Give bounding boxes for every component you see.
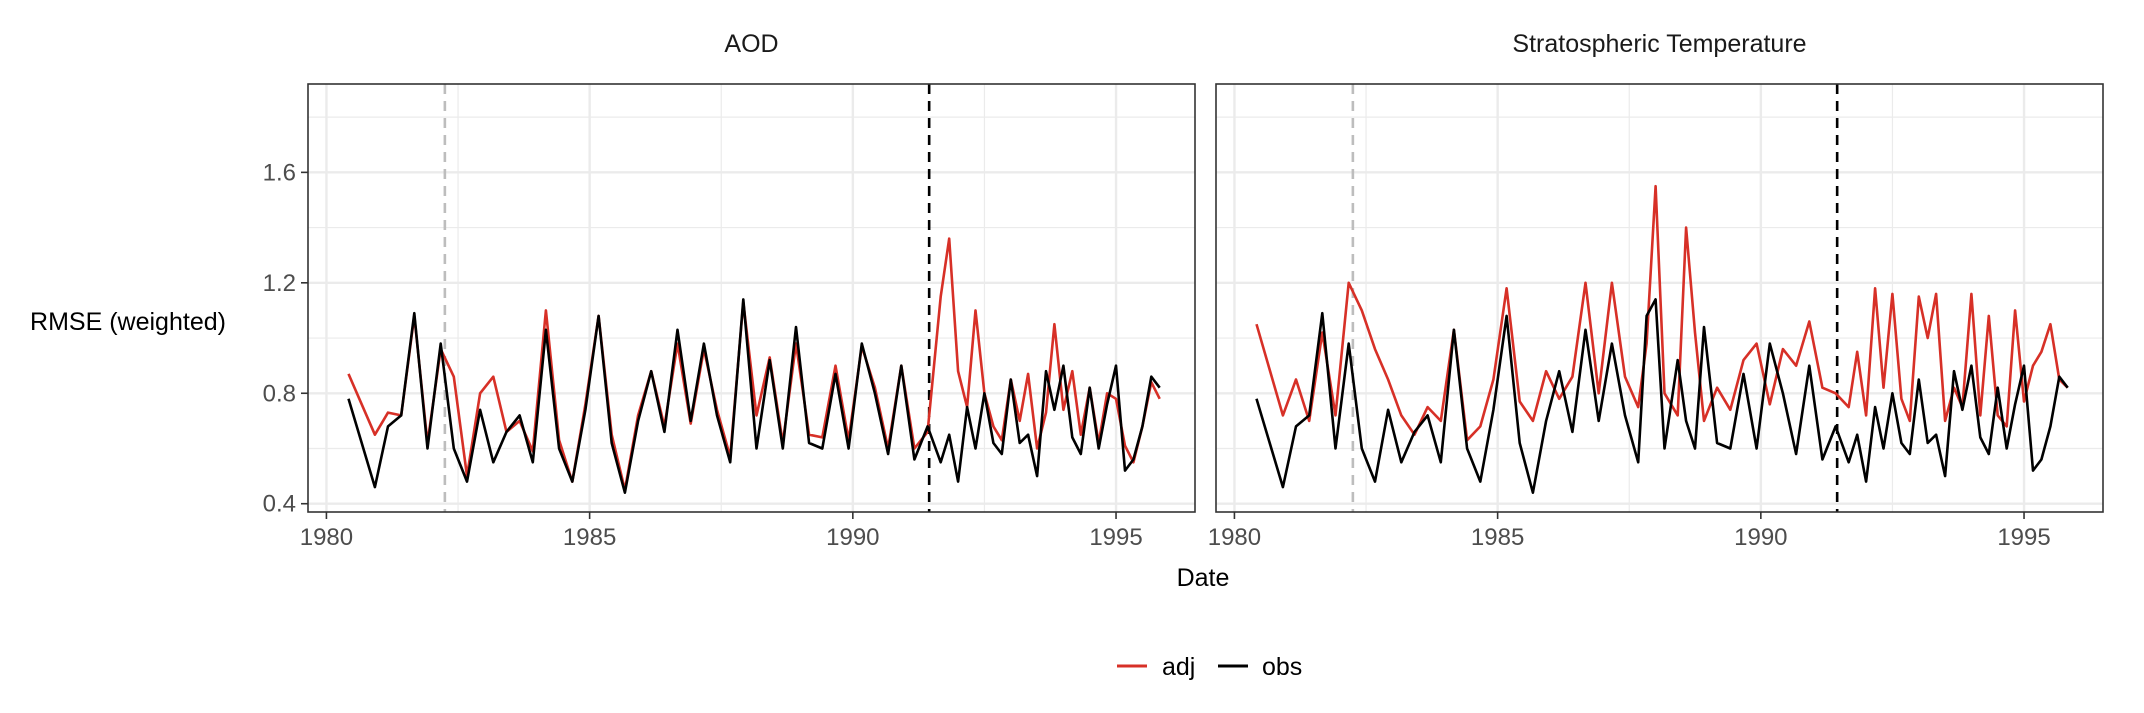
- x-tick-label: 1980: [1208, 524, 1261, 551]
- x-tick-label: 1990: [1734, 524, 1787, 551]
- panel-aod: AOD 1980 1985 1990 1995 0.4 0.8 1.2 1.6: [263, 30, 1196, 551]
- legend-label-obs: obs: [1262, 653, 1302, 681]
- facet-title: AOD: [724, 30, 778, 58]
- x-tick-label: 1995: [1089, 524, 1142, 551]
- legend: adj obs: [1117, 653, 1302, 681]
- series-line-obs: [1255, 298, 2069, 495]
- y-tick-label: 1.2: [263, 270, 296, 297]
- series-line-adj: [347, 237, 1161, 492]
- legend-label-adj: adj: [1162, 653, 1195, 681]
- y-tick-label: 0.8: [263, 380, 296, 407]
- panel-stratospheric-temperature: Stratospheric Temperature 1980 1985 1990 199…: [1208, 30, 2104, 551]
- x-tick-label: 1985: [563, 524, 616, 551]
- x-tick-label: 1995: [1997, 524, 2050, 551]
- x-tick-label: 1985: [1471, 524, 1524, 551]
- x-tick-label: 1990: [826, 524, 879, 551]
- facet-title: Stratospheric Temperature: [1512, 30, 1806, 58]
- x-axis-title: Date: [1177, 564, 1230, 592]
- panel-border: [1215, 83, 2104, 513]
- y-tick-label: 0.4: [263, 491, 296, 518]
- series-line-adj: [1255, 184, 2069, 442]
- panel-border: [307, 83, 1196, 513]
- x-tick-label: 1980: [300, 524, 353, 551]
- y-tick-label: 1.6: [263, 159, 296, 186]
- panel-background: [308, 84, 1195, 512]
- series-line-obs: [347, 298, 1161, 495]
- y-axis-title: RMSE (weighted): [30, 308, 226, 336]
